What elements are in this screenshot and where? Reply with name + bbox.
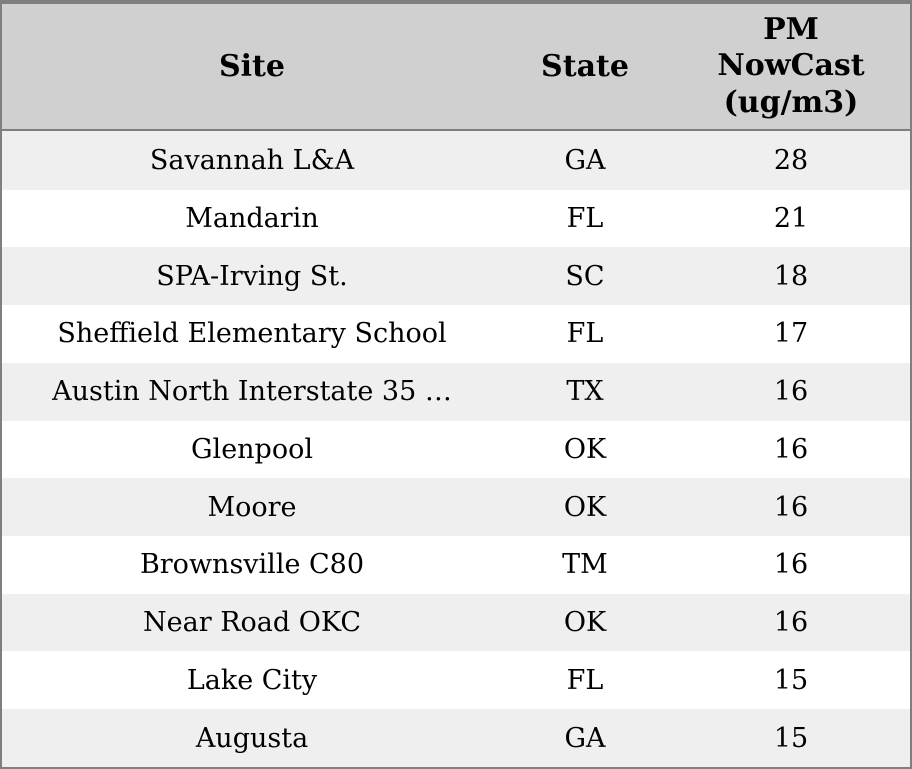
table-row: Moore OK 16 — [2, 478, 910, 536]
table-row: Augusta GA 15 — [2, 709, 910, 767]
table-row: Sheffield Elementary School FL 17 — [2, 305, 910, 363]
site-cell: SPA-Irving St. — [156, 260, 348, 292]
state-cell: GA — [564, 722, 606, 754]
column-header-site: Site — [2, 4, 502, 131]
pm-cell: 28 — [773, 144, 809, 176]
site-cell: Savannah L&A — [149, 144, 355, 176]
column-header-pm-nowcast: PM NowCast (ug/m3) — [668, 4, 910, 131]
site-cell: Mandarin — [185, 202, 319, 234]
state-cell: OK — [563, 491, 607, 523]
site-cell: Near Road OKC — [143, 607, 361, 639]
state-cell: GA — [564, 144, 606, 176]
pm-cell: 17 — [773, 318, 809, 350]
table-row: Brownsville C80 TM 16 — [2, 536, 910, 594]
pm-cell: 16 — [773, 376, 809, 408]
table-row: Near Road OKC OK 16 — [2, 593, 910, 652]
pm-cell: 16 — [773, 607, 809, 639]
pm-cell: 18 — [773, 260, 809, 292]
state-cell: TX — [566, 376, 604, 408]
header-row: Site State PM NowCast (ug/m3) — [2, 4, 910, 131]
table-row: SPA-Irving St. SC 18 — [2, 247, 910, 306]
site-cell: Austin North Interstate 35 … — [52, 376, 452, 408]
site-cell: Augusta — [195, 722, 309, 754]
pm-cell: 16 — [773, 491, 809, 523]
column-header-pm-nowcast-label: PM NowCast (ug/m3) — [717, 11, 865, 120]
table-body: Savannah L&A GA 28 Mandarin FL 21 SPA-Ir… — [2, 130, 910, 767]
data-table: Site State PM NowCast (ug/m3) Savannah L… — [2, 4, 910, 767]
site-cell: Glenpool — [190, 433, 313, 465]
pm-cell: 15 — [773, 722, 809, 754]
state-cell: TM — [562, 549, 608, 581]
table-row: Savannah L&A GA 28 — [2, 130, 910, 190]
pm-cell: 21 — [773, 202, 809, 234]
table-row: Glenpool OK 16 — [2, 420, 910, 479]
site-cell: Brownsville C80 — [139, 549, 365, 581]
table-row: Lake City FL 15 — [2, 651, 910, 710]
site-cell: Lake City — [186, 664, 318, 696]
site-cell: Moore — [207, 491, 297, 523]
pm-cell: 16 — [773, 549, 809, 581]
site-cell: Sheffield Elementary School — [57, 318, 447, 350]
state-cell: FL — [566, 202, 604, 234]
state-cell: SC — [565, 260, 605, 292]
state-cell: FL — [566, 664, 604, 696]
state-cell: OK — [563, 607, 607, 639]
table-row: Mandarin FL 21 — [2, 189, 910, 248]
state-cell: OK — [563, 433, 607, 465]
state-cell: FL — [566, 318, 604, 350]
table-header: Site State PM NowCast (ug/m3) — [2, 4, 910, 131]
column-header-state: State — [502, 4, 668, 131]
table-row: Austin North Interstate 35 … TX 16 — [2, 362, 910, 421]
pm-cell: 16 — [773, 433, 809, 465]
pm-cell: 15 — [773, 664, 809, 696]
